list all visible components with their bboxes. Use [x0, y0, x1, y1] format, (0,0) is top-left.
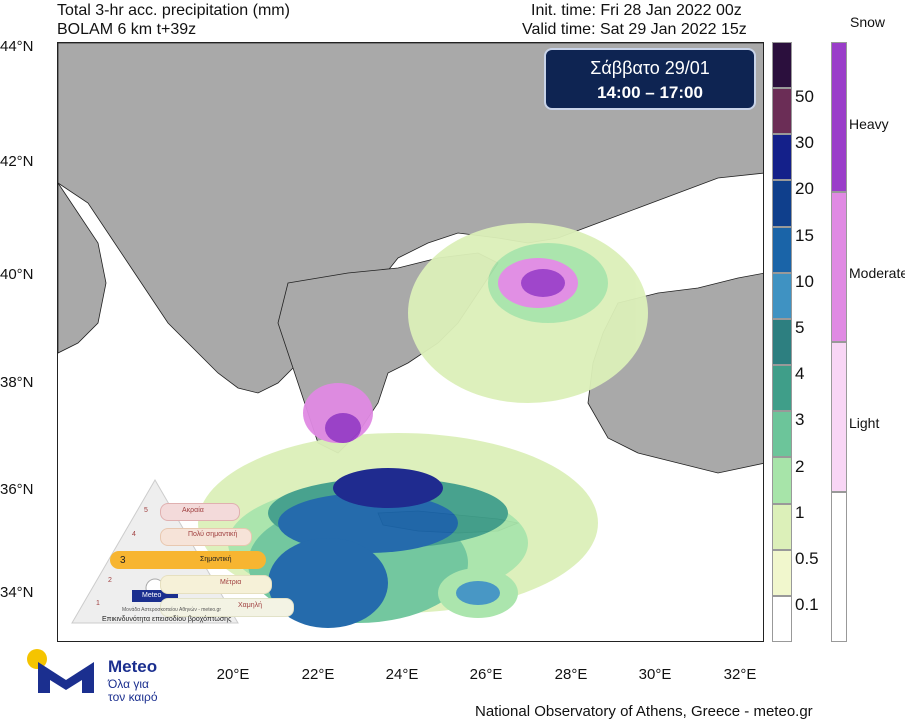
italy-land: [58, 182, 107, 354]
snow-scale-label: Heavy: [849, 116, 889, 132]
snow-colorbar-segment: [831, 492, 847, 642]
severity-label: Ακραία: [182, 507, 204, 514]
lat-label: 40°N: [0, 266, 34, 283]
rain-colorbar-segment: [772, 42, 792, 89]
snow-colorbar-segment: [831, 42, 847, 192]
lon-label: 30°E: [638, 666, 672, 683]
map-title: Total 3-hr acc. precipitation (mm): [57, 2, 290, 19]
severity-level-3: [110, 551, 266, 569]
valid-time: Valid time: Sat 29 Jan 2022 15z: [522, 21, 747, 38]
rain-colorbar-segment: [772, 457, 792, 504]
rain-scale-label: 5: [795, 318, 805, 337]
rain-scale-label: 0.1: [795, 595, 819, 614]
rain-colorbar-segment: [772, 272, 792, 319]
rain-scale-label: 15: [795, 226, 814, 245]
logo-tagline: Όλα για τον καιρό: [108, 677, 158, 704]
severity-level-2: [160, 575, 272, 594]
model-label: BOLAM 6 km t+39z: [57, 21, 197, 38]
meteo-logo: [26, 648, 106, 698]
rain-colorbar-segment: [772, 226, 792, 273]
severity-num: 2: [108, 577, 112, 584]
rain-colorbar-segment: [772, 595, 792, 642]
lon-label: 20°E: [216, 666, 250, 683]
lon-label: 26°E: [469, 666, 503, 683]
lat-label: 34°N: [0, 584, 34, 601]
severity-num: 1: [96, 600, 100, 607]
rain-colorbar-segment: [772, 318, 792, 366]
snow-scale-label: Moderate: [849, 265, 905, 281]
rain-scale-label: 3: [795, 410, 805, 429]
rain-scale-label: 20: [795, 179, 814, 198]
severity-subtitle: Μονάδα Αστεροσκοπείου Αθηνών - meteo.gr: [122, 607, 222, 613]
init-time: Init. time: Fri 28 Jan 2022 00z: [531, 2, 742, 19]
severity-brand: Meteo: [142, 592, 162, 599]
credit-line: National Observatory of Athens, Greece -…: [475, 703, 813, 720]
lon-label: 28°E: [554, 666, 588, 683]
rain-colorbar-segment: [772, 365, 792, 412]
rain-scale-label: 10: [795, 272, 814, 291]
rain-scale-label: 4: [795, 364, 805, 383]
severity-label: Μέτρια: [220, 579, 242, 586]
severity-caption: Επικινδυνότητα επεισοδίου βροχόπτωσης: [102, 616, 232, 623]
rain-colorbar-segment: [772, 549, 792, 596]
rain-scale-label: 1: [795, 503, 805, 522]
lon-label: 32°E: [723, 666, 757, 683]
date-box-hours: 14:00 – 17:00: [597, 83, 703, 102]
snow-scale-title: Snow: [850, 14, 886, 30]
severity-panel: 5 Ακραία 4 Πολύ σημαντική 3 Σημαντική 2 …: [70, 478, 300, 628]
lat-label: 42°N: [0, 153, 34, 170]
lon-label: 22°E: [301, 666, 335, 683]
severity-num: 3: [120, 555, 126, 566]
logo-word: Meteo: [108, 657, 158, 676]
rain-scale-label: 0.5: [795, 549, 819, 568]
date-box-day: Σάββατο 29/01: [590, 58, 710, 78]
snow-scale-label: Light: [849, 415, 880, 431]
severity-label: Σημαντική: [200, 556, 232, 563]
date-box: Σάββατο 29/01 14:00 – 17:00: [544, 48, 756, 110]
rain-colorbar-segment: [772, 134, 792, 181]
rain-colorbar-segment: [772, 411, 792, 458]
meteo-logo-mark: [27, 649, 94, 693]
lon-label: 24°E: [385, 666, 419, 683]
severity-num: 4: [132, 531, 136, 538]
rain-colorbar-segment: [772, 503, 792, 550]
rain-scale-label: 2: [795, 457, 805, 476]
severity-label: Χαμηλή: [238, 602, 263, 609]
lat-label: 38°N: [0, 374, 34, 391]
severity-num: 5: [144, 507, 148, 514]
severity-level-1: [160, 598, 294, 617]
severity-level-5: [160, 503, 240, 521]
snow-colorbar-segment: [831, 192, 847, 342]
snow-colorbar-segment: [831, 342, 847, 492]
lat-label: 36°N: [0, 481, 34, 498]
rain-colorbar-segment: [772, 180, 792, 227]
lat-label: 44°N: [0, 38, 34, 55]
rain-scale-label: 50: [795, 87, 814, 106]
severity-level-4: [160, 528, 252, 546]
severity-label: Πολύ σημαντική: [188, 531, 238, 538]
precip-field: [198, 223, 648, 628]
rain-colorbar-segment: [772, 88, 792, 135]
rain-scale-label: 30: [795, 133, 814, 152]
